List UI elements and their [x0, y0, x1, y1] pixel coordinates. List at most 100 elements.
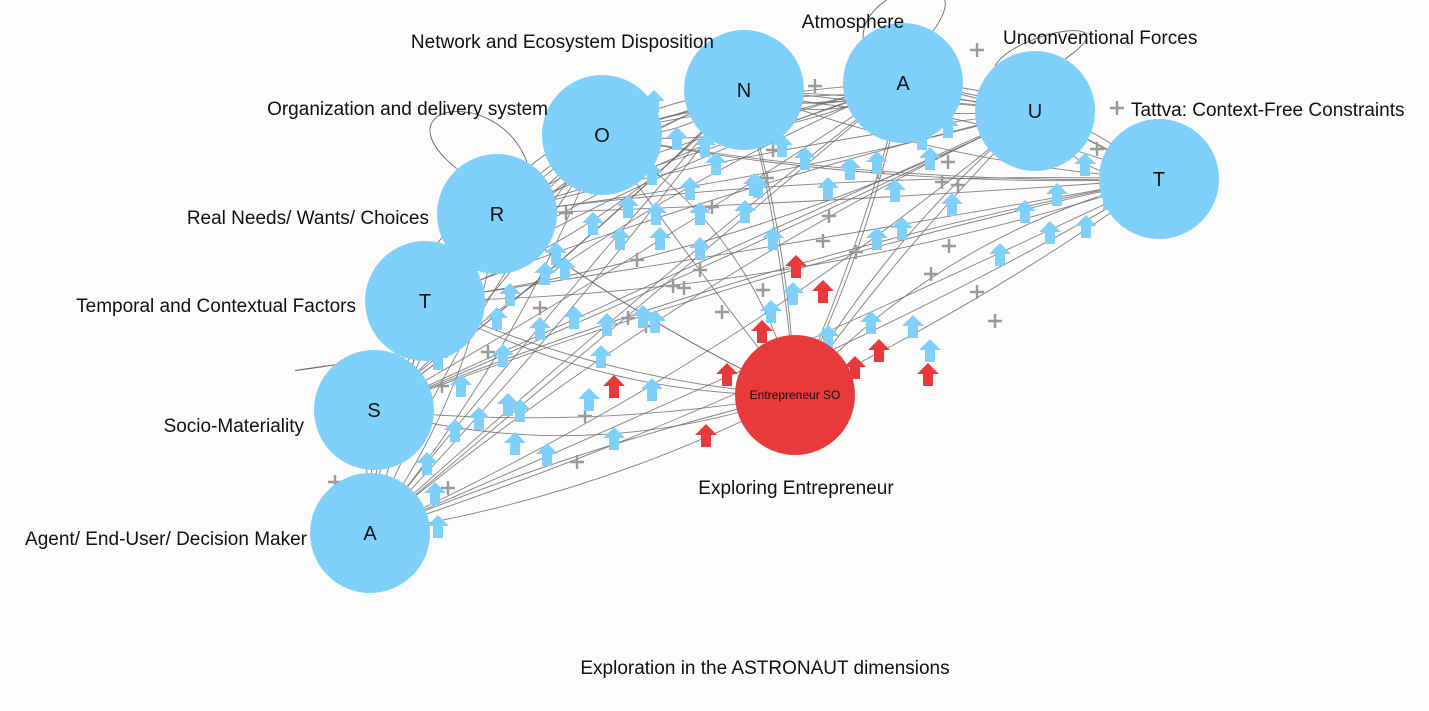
- node-t-tattva[interactable]: T Tattva: Context-Free Constraints: [1099, 100, 1405, 239]
- node-letter: N: [737, 80, 751, 102]
- plus-sign: [705, 200, 719, 214]
- plus-sign: [849, 245, 863, 259]
- red-arrow-glyph: [716, 363, 738, 386]
- self-loop-edge: [994, 30, 1087, 67]
- node-label: Agent/ End-User/ Decision Maker: [25, 529, 308, 550]
- blue-arrow-glyph: [497, 393, 519, 416]
- blue-arrow-glyph: [866, 227, 888, 250]
- plus-sign: [435, 379, 449, 393]
- red-arrow-glyph: [695, 424, 717, 447]
- center-node-circle[interactable]: [735, 335, 855, 455]
- plus-sign: [935, 175, 949, 189]
- blue-arrow-glyph: [1075, 215, 1097, 238]
- plus-sign: [621, 311, 635, 325]
- plus-sign: [578, 409, 592, 423]
- node-letter: S: [367, 400, 380, 422]
- blue-arrow-glyph: [760, 300, 782, 323]
- network-edge: [373, 82, 904, 411]
- node-letter: T: [419, 291, 431, 313]
- node-circle[interactable]: [542, 75, 662, 195]
- blue-arrow-glyph: [1014, 200, 1036, 223]
- plus-sign: [441, 481, 455, 495]
- blue-arrow-glyph: [705, 152, 727, 175]
- blue-arrow-glyph: [649, 227, 671, 250]
- red-arrow-glyph: [751, 320, 773, 343]
- blue-arrow-glyph: [817, 325, 839, 348]
- node-label: Real Needs/ Wants/ Choices: [187, 208, 429, 229]
- blue-arrow-glyph: [468, 407, 490, 430]
- blue-arrow-glyph: [734, 200, 756, 223]
- plus-sign: [822, 209, 836, 223]
- blue-arrow-glyph: [609, 227, 631, 250]
- node-circle[interactable]: [684, 30, 804, 150]
- plus-sign: [970, 43, 984, 57]
- network-edge: [373, 110, 1036, 411]
- plus-sign: [1110, 101, 1124, 115]
- plus-sign: [756, 283, 770, 297]
- node-entrepreneur-so[interactable]: Entrepreneur SO Exploring Entrepreneur: [698, 335, 894, 499]
- blue-arrow-glyph: [582, 212, 604, 235]
- blue-arrow-glyph: [941, 193, 963, 216]
- self-loop-edge: [862, 0, 946, 39]
- node-letter: A: [363, 523, 377, 545]
- blue-arrow-glyph: [866, 151, 888, 174]
- blue-arrow-glyph: [499, 283, 521, 306]
- network-edge: [601, 94, 1036, 136]
- blue-arrow-glyph: [444, 419, 466, 442]
- blue-arrow-glyph: [644, 310, 666, 333]
- node-r-real-needs[interactable]: R Real Needs/ Wants/ Choices: [187, 154, 557, 274]
- blue-arrow-glyph: [590, 345, 612, 368]
- blue-arrow-glyph: [817, 177, 839, 200]
- arrow-glyph-layer: [416, 90, 1119, 538]
- blue-arrow-glyph: [1074, 153, 1096, 176]
- plus-sign: [693, 263, 707, 277]
- node-circle[interactable]: [437, 154, 557, 274]
- red-arrow-glyph: [785, 255, 807, 278]
- node-o-organization[interactable]: O Organization and delivery system: [267, 75, 662, 195]
- plus-sign: [988, 314, 1002, 328]
- node-circle[interactable]: [975, 51, 1095, 171]
- node-s-socio-materiality[interactable]: S Socio-Materiality: [164, 350, 434, 470]
- blue-arrow-glyph: [919, 147, 941, 170]
- blue-arrow-glyph: [747, 175, 769, 198]
- diagram-caption: Exploration in the ASTRONAUT dimensions: [580, 658, 949, 679]
- node-a-agent[interactable]: A Agent/ End-User/ Decision Maker: [25, 473, 430, 593]
- plus-sign: [816, 234, 830, 248]
- plus-sign: [559, 206, 573, 220]
- blue-arrow-glyph: [884, 179, 906, 202]
- node-label: Socio-Materiality: [164, 416, 305, 437]
- plus-sign: [941, 155, 955, 169]
- node-circle[interactable]: [310, 473, 430, 593]
- node-circle[interactable]: [843, 23, 963, 143]
- red-arrow-glyph: [844, 356, 866, 379]
- blue-arrow-glyph: [689, 237, 711, 260]
- node-letter: U: [1028, 101, 1042, 123]
- node-a-atmosphere[interactable]: A Atmosphere: [802, 12, 963, 143]
- blue-arrow-glyph: [762, 227, 784, 250]
- plus-sign: [951, 178, 965, 192]
- blue-arrow-glyph: [509, 399, 531, 422]
- node-circle[interactable]: [1099, 119, 1219, 239]
- blue-arrow-glyph: [563, 306, 585, 329]
- node-t-temporal[interactable]: T Temporal and Contextual Factors: [76, 241, 485, 361]
- plus-sign: [533, 301, 547, 315]
- node-circle[interactable]: [365, 241, 485, 361]
- node-n-network[interactable]: N Network and Ecosystem Disposition: [411, 30, 804, 150]
- blue-arrow-glyph: [1039, 221, 1061, 244]
- node-label: Unconventional Forces: [1003, 28, 1197, 49]
- node-circle[interactable]: [314, 350, 434, 470]
- blue-arrow-glyph: [839, 157, 861, 180]
- blue-arrow-glyph: [424, 482, 446, 505]
- node-letter: A: [896, 73, 910, 95]
- network-edge: [496, 178, 1160, 215]
- plus-sign: [1090, 142, 1104, 156]
- network-edge: [369, 82, 904, 534]
- blue-arrow-glyph: [989, 243, 1011, 266]
- node-u-unconventional[interactable]: U Unconventional Forces: [975, 28, 1197, 171]
- blue-arrow-glyph: [529, 317, 551, 340]
- blue-arrow-glyph: [596, 313, 618, 336]
- blue-arrow-glyph: [645, 202, 667, 225]
- blue-arrow-glyph: [486, 307, 508, 330]
- blue-arrow-glyph: [534, 262, 556, 285]
- node-label: Network and Ecosystem Disposition: [411, 32, 714, 53]
